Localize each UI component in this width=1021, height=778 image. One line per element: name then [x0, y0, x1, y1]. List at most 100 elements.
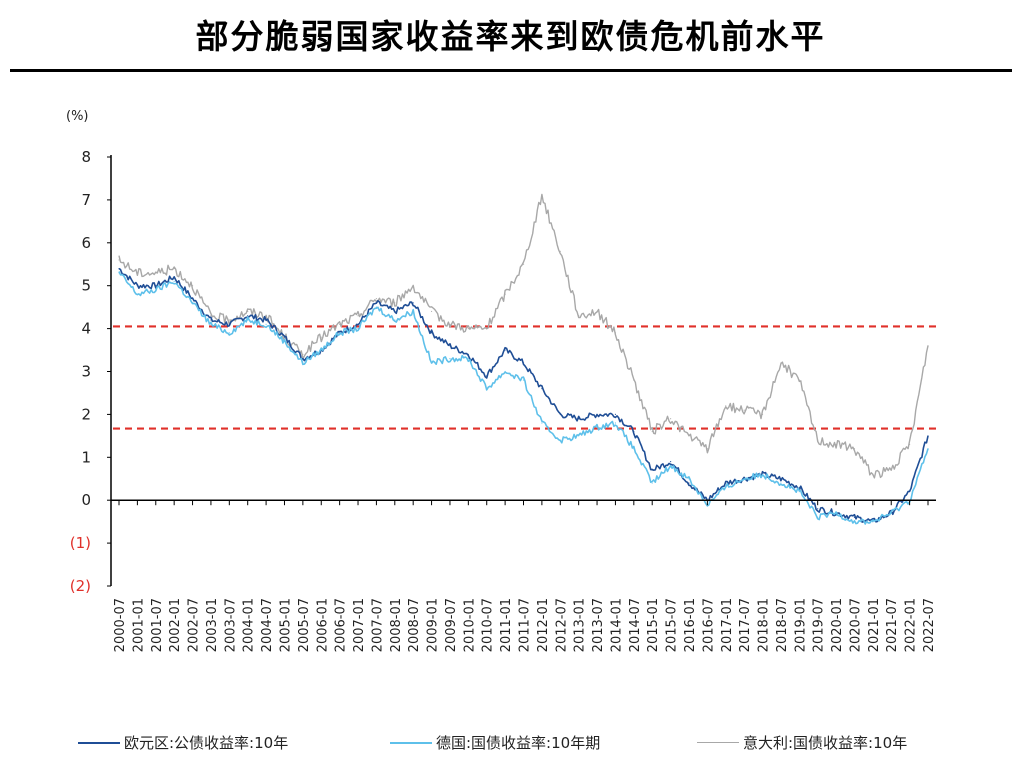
x-tick-label: 2015-07	[665, 598, 680, 652]
data-point	[357, 323, 359, 325]
data-point	[136, 272, 138, 274]
data-point	[210, 319, 212, 321]
data-point	[504, 349, 506, 351]
data-point	[449, 345, 451, 347]
x-tick-label: 2006-01	[315, 598, 330, 652]
data-point	[780, 362, 782, 364]
x-tick-label: 2002-01	[168, 598, 183, 652]
data-point	[412, 285, 414, 287]
data-point	[504, 293, 506, 295]
data-point	[890, 512, 892, 514]
x-tick-label: 2001-07	[150, 598, 165, 652]
x-tick-label: 2009-01	[426, 598, 441, 652]
data-point	[927, 448, 929, 450]
y-axis-unit-label: (%)	[66, 109, 89, 124]
data-point	[688, 482, 690, 484]
data-point	[522, 362, 525, 364]
data-point	[780, 482, 782, 484]
data-point	[853, 448, 856, 450]
x-tick-label: 2008-07	[407, 598, 422, 652]
data-point	[725, 405, 727, 407]
data-point	[688, 478, 690, 480]
y-tick-label: 1	[81, 448, 91, 466]
data-point	[817, 439, 819, 441]
data-point	[247, 315, 249, 317]
data-point	[578, 435, 580, 437]
legend-item: 意大利:国债收益率:10年	[697, 732, 907, 753]
x-tick-label: 2009-07	[444, 598, 459, 652]
data-point	[504, 370, 506, 373]
data-point	[688, 435, 690, 437]
legend-label: 意大利:国债收益率:10年	[743, 734, 908, 752]
data-point	[173, 280, 175, 283]
data-point	[853, 516, 856, 518]
data-point	[743, 478, 745, 480]
x-tick-label: 2011-07	[518, 598, 533, 652]
data-point	[780, 478, 782, 480]
x-tick-label: 2000-07	[113, 598, 128, 652]
data-point	[559, 439, 561, 441]
x-tick-label: 2005-01	[278, 598, 293, 652]
data-point	[486, 328, 488, 330]
x-tick-label: 2012-07	[554, 598, 569, 652]
data-point	[596, 426, 598, 428]
x-tick-label: 2001-01	[131, 598, 146, 652]
x-tick-label: 2020-01	[830, 598, 845, 652]
series-line-eurozone	[118, 267, 929, 523]
data-point	[761, 413, 764, 415]
x-tick-label: 2016-01	[683, 598, 698, 652]
data-point	[357, 328, 359, 330]
x-tick-label: 2005-07	[297, 598, 312, 652]
data-point	[191, 302, 194, 304]
x-tick-label: 2012-01	[536, 598, 551, 652]
legend: 欧元区:公债收益率:10年 德国:国债收益率:10年期 意大利:国债收益率:10年	[0, 728, 1021, 758]
data-point	[835, 512, 837, 514]
x-tick-label: 2018-01	[757, 598, 772, 652]
x-tick-label: 2004-07	[260, 598, 275, 652]
data-point	[449, 323, 451, 325]
x-tick-label: 2022-07	[922, 598, 937, 652]
chart-title: 部分脆弱国家收益率来到欧债危机前水平	[195, 17, 826, 56]
data-point	[541, 388, 543, 390]
data-point	[578, 315, 580, 317]
data-point	[853, 521, 856, 523]
data-point	[265, 323, 267, 325]
x-tick-label: 2018-07	[775, 598, 790, 652]
y-tick-label: 8	[81, 148, 91, 166]
data-point	[559, 250, 561, 252]
data-point	[633, 448, 635, 450]
data-point	[467, 328, 469, 330]
data-point	[614, 413, 617, 415]
data-point	[302, 362, 304, 364]
plot-area	[113, 325, 938, 430]
data-point	[283, 340, 286, 343]
data-point	[283, 336, 286, 338]
data-point	[118, 259, 120, 261]
data-point	[430, 362, 433, 364]
x-tick-label: 2019-01	[793, 598, 808, 652]
data-point	[228, 319, 230, 321]
x-tick-label: 2002-07	[187, 598, 202, 652]
data-point	[909, 491, 911, 493]
x-tick-label: 2003-07	[223, 598, 238, 652]
y-tick-label: 0	[81, 491, 91, 509]
data-point	[375, 302, 378, 304]
data-point	[375, 297, 378, 300]
data-point	[394, 310, 396, 313]
data-point	[191, 285, 194, 287]
data-point	[173, 267, 175, 270]
x-tick-label: 2015-01	[646, 598, 661, 652]
data-point	[614, 332, 617, 334]
data-point	[522, 379, 525, 381]
y-tick-label: (2)	[70, 577, 91, 595]
data-point	[394, 319, 396, 321]
data-point	[798, 379, 800, 381]
y-tick-label: 4	[81, 320, 91, 338]
x-tick-label: 2004-01	[242, 598, 257, 652]
data-point	[320, 336, 322, 338]
data-point	[890, 469, 892, 471]
data-point	[486, 375, 488, 377]
x-tick-label: 2007-01	[352, 598, 367, 652]
data-point	[633, 430, 635, 433]
